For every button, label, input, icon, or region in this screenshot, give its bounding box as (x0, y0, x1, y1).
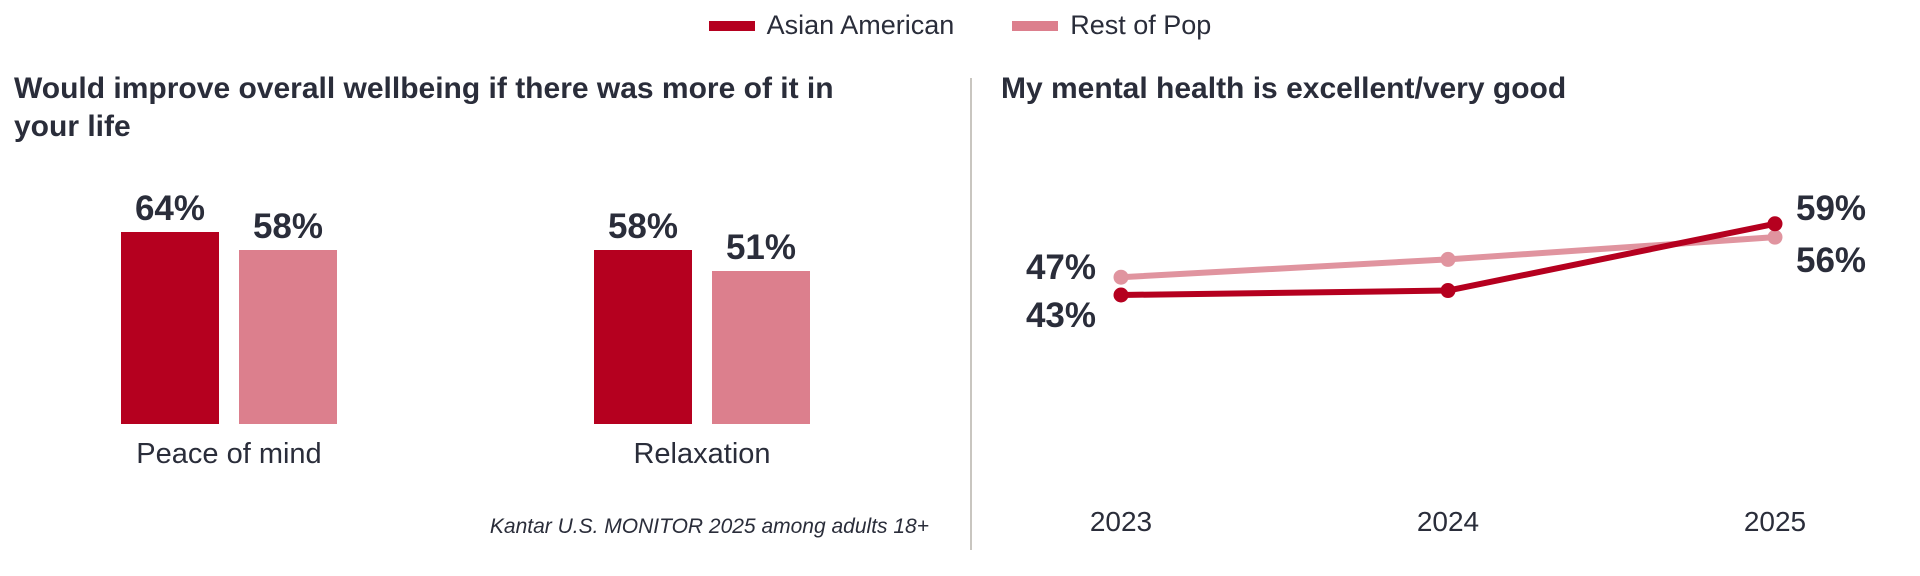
category-label: Peace of mind (136, 438, 321, 470)
data-point-rest-of-pop (1440, 251, 1456, 267)
bar-value-label: 58% (253, 207, 323, 246)
x-tick-label: 2025 (1744, 506, 1806, 537)
source-note: Kantar U.S. MONITOR 2025 among adults 18… (489, 515, 929, 538)
legend-label-rest-of-pop: Rest of Pop (1070, 10, 1212, 40)
chart-legend: Asian American Rest of Pop (0, 10, 1920, 41)
legend-swatch-asian-american (708, 20, 755, 31)
bar-rest-of-pop-peace-of-mind (239, 250, 337, 424)
data-point-asian-american (1113, 287, 1129, 303)
bar-value-label: 64% (135, 189, 205, 228)
point-label: 43% (1026, 296, 1096, 335)
bar-rest-of-pop-relaxation (712, 271, 810, 424)
point-label: 47% (1026, 248, 1096, 287)
point-label: 59% (1796, 189, 1866, 228)
line-chart-title: My mental health is excellent/very good (1001, 72, 1567, 105)
legend-item-rest-of-pop: Rest of Pop (1012, 10, 1211, 41)
bar-value-label: 51% (726, 228, 796, 267)
x-tick-label: 2024 (1417, 506, 1479, 537)
data-point-rest-of-pop (1113, 269, 1129, 285)
data-point-rest-of-pop (1767, 229, 1783, 245)
legend-item-asian-american: Asian American (708, 10, 955, 41)
category-label: Relaxation (633, 438, 770, 470)
data-point-asian-american (1440, 283, 1456, 299)
data-point-asian-american (1767, 216, 1783, 232)
point-label: 56% (1796, 241, 1866, 280)
panel-divider (970, 78, 972, 550)
legend-label-asian-american: Asian American (766, 10, 955, 40)
bar-asian-american-relaxation (594, 250, 692, 424)
bar-asian-american-peace-of-mind (121, 232, 219, 424)
x-tick-label: 2023 (1090, 506, 1152, 537)
bar-chart-title: Would improve overall wellbeing if there… (14, 72, 834, 143)
bar-value-label: 58% (608, 207, 678, 246)
legend-swatch-rest-of-pop (1012, 20, 1059, 31)
